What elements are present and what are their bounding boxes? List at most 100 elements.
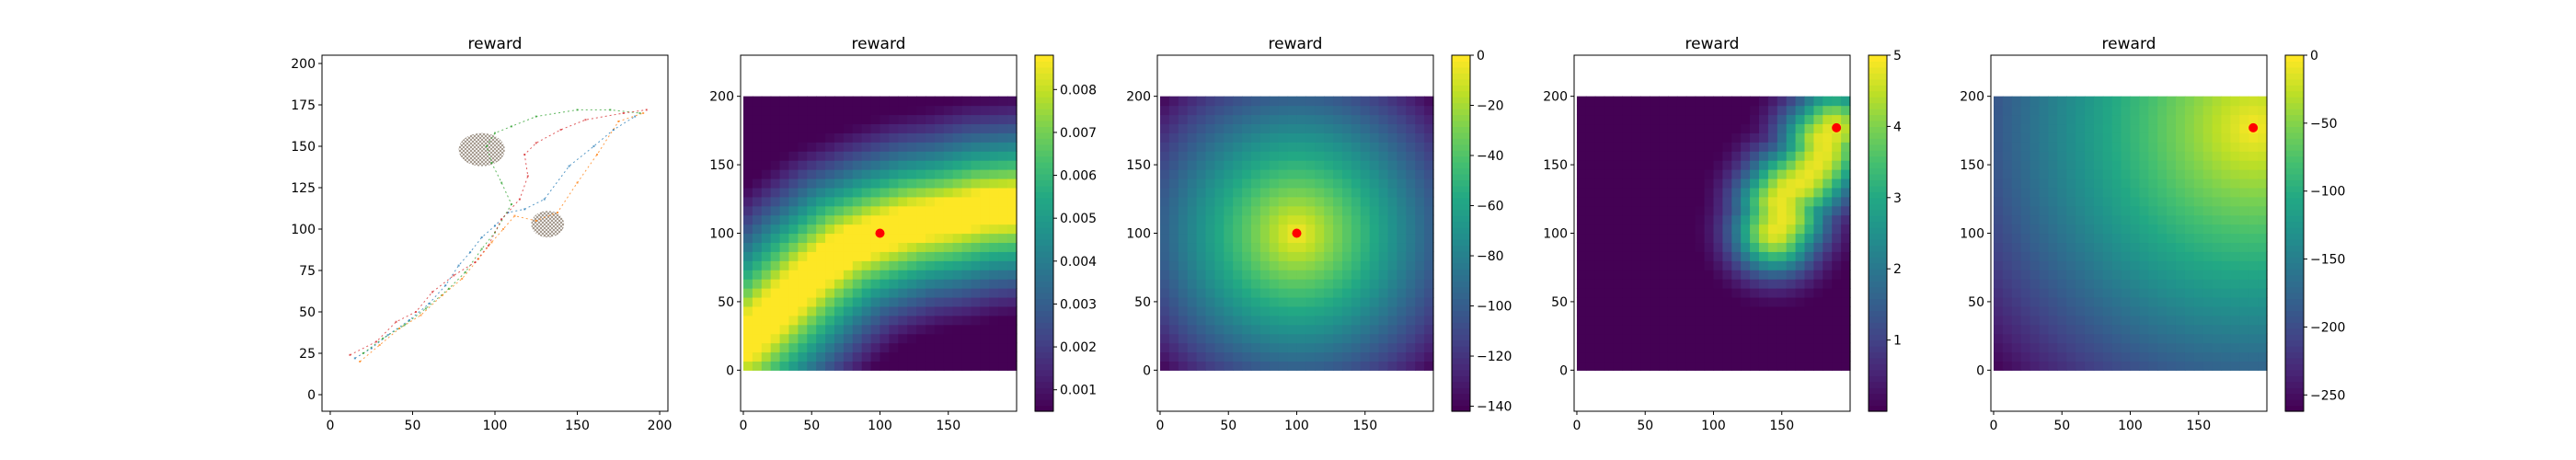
heatmap-cell: [880, 96, 890, 107]
heatmap-cell: [1278, 169, 1289, 179]
heatmap-cell: [1278, 178, 1289, 189]
heatmap-cell: [1369, 224, 1380, 235]
heatmap-cell: [2102, 260, 2113, 270]
heatmap-cell: [1722, 342, 1732, 353]
colorbar-step: [1035, 316, 1053, 323]
heatmap-cell: [980, 205, 990, 216]
heatmap-cell: [2148, 342, 2158, 353]
heatmap-cell: [2221, 142, 2231, 152]
heatmap-cell: [916, 333, 926, 344]
heatmap-cell: [2139, 96, 2149, 107]
heatmap-cell: [916, 205, 926, 216]
heatmap-cell: [852, 151, 863, 161]
heatmap-cell: [2230, 361, 2240, 371]
colorbar-step: [2285, 393, 2304, 400]
heatmap-cell: [907, 169, 917, 179]
heatmap-cell: [952, 160, 963, 170]
heatmap-cell: [770, 279, 781, 289]
heatmap-cell: [1640, 242, 1650, 252]
colorbar-step: [2285, 162, 2304, 169]
heatmap-cell: [2030, 142, 2041, 152]
heatmap-cell: [1741, 333, 1751, 344]
heatmap-cell: [1178, 142, 1189, 152]
heatmap-cell: [1287, 224, 1298, 235]
heatmap-cell: [870, 196, 881, 207]
y-tick-label: 150: [1126, 158, 1151, 173]
heatmap-cell: [1278, 351, 1289, 362]
heatmap-cell: [1640, 224, 1650, 235]
heatmap-cell: [1205, 169, 1215, 179]
colorbar-step: [1869, 132, 1887, 139]
heatmap-cell: [2057, 351, 2067, 362]
heatmap-cell: [1622, 361, 1632, 371]
heatmap-cell: [980, 351, 990, 362]
heatmap-cell: [1758, 178, 1769, 189]
heatmap-cell: [1214, 214, 1225, 225]
heatmap-cell: [1278, 333, 1289, 344]
heatmap-cell: [889, 114, 899, 125]
heatmap-cell: [1341, 151, 1352, 161]
heatmap-cell: [2076, 169, 2086, 179]
heatmap-cell: [1659, 205, 1669, 216]
heatmap-cell: [2202, 324, 2214, 335]
heatmap-cell: [770, 132, 781, 143]
trajectory-point: [386, 334, 389, 337]
heatmap-cell: [998, 251, 1008, 261]
heatmap-cell: [752, 196, 763, 207]
heatmap-cell: [1296, 242, 1306, 252]
heatmap-cell: [1397, 305, 1407, 316]
heatmap-cell: [2184, 123, 2195, 133]
heatmap-cell: [1604, 324, 1615, 335]
heatmap-cell: [2167, 142, 2177, 152]
heatmap-cell: [2002, 205, 2013, 216]
heatmap-cell: [1823, 205, 1833, 216]
heatmap-cell: [798, 288, 808, 298]
y-tick-label: 100: [1960, 227, 1984, 242]
heatmap-cell: [752, 96, 763, 107]
heatmap-cell: [1305, 296, 1316, 307]
heatmap-cell: [843, 351, 854, 362]
heatmap-cell: [788, 242, 799, 252]
heatmap-cell: [1159, 296, 1170, 307]
colorbar-step: [1869, 185, 1887, 192]
heatmap-cell: [2093, 251, 2104, 261]
heatmap-cell: [1993, 205, 2004, 216]
heatmap-cell: [1832, 114, 1842, 125]
heatmap-cell: [916, 361, 926, 371]
colorbar-step: [1035, 346, 1053, 353]
heatmap-cell: [2020, 178, 2031, 189]
heatmap-cell: [2066, 260, 2076, 270]
heatmap-cell: [1224, 315, 1234, 326]
heatmap-cell: [1767, 324, 1778, 335]
heatmap-cell: [989, 160, 999, 170]
heatmap-cell: [2212, 224, 2223, 235]
trajectory-point: [568, 165, 570, 167]
heatmap-cell: [816, 288, 826, 298]
heatmap-cell: [852, 160, 863, 170]
heatmap-cell: [1777, 288, 1788, 298]
heatmap-cell: [1387, 205, 1397, 216]
heatmap-cell: [1387, 315, 1397, 326]
heatmap-cell: [2039, 123, 2049, 133]
colorbar-tick-label: −100: [2310, 185, 2345, 200]
heatmap-cell: [880, 233, 890, 244]
heatmap-cell: [1713, 270, 1723, 280]
heatmap-cell: [1242, 142, 1252, 152]
heatmap-cell: [2139, 196, 2149, 207]
heatmap-cell: [952, 151, 963, 161]
heatmap-cell: [1397, 123, 1407, 133]
heatmap-cell: [916, 105, 926, 116]
heatmap-cell: [870, 251, 881, 261]
heatmap-cell: [2111, 305, 2122, 316]
heatmap-cell: [788, 279, 799, 289]
heatmap-cell: [761, 242, 772, 252]
heatmap-cell: [2020, 305, 2031, 316]
heatmap-cell: [943, 305, 954, 316]
heatmap-cell: [852, 105, 863, 116]
heatmap-cell: [1594, 96, 1605, 107]
heatmap-cell: [1813, 296, 1823, 307]
heatmap-cell: [2239, 270, 2249, 280]
heatmap-cell: [1296, 132, 1306, 143]
heatmap-cell: [1640, 351, 1650, 362]
heatmap-cell: [2230, 242, 2240, 252]
